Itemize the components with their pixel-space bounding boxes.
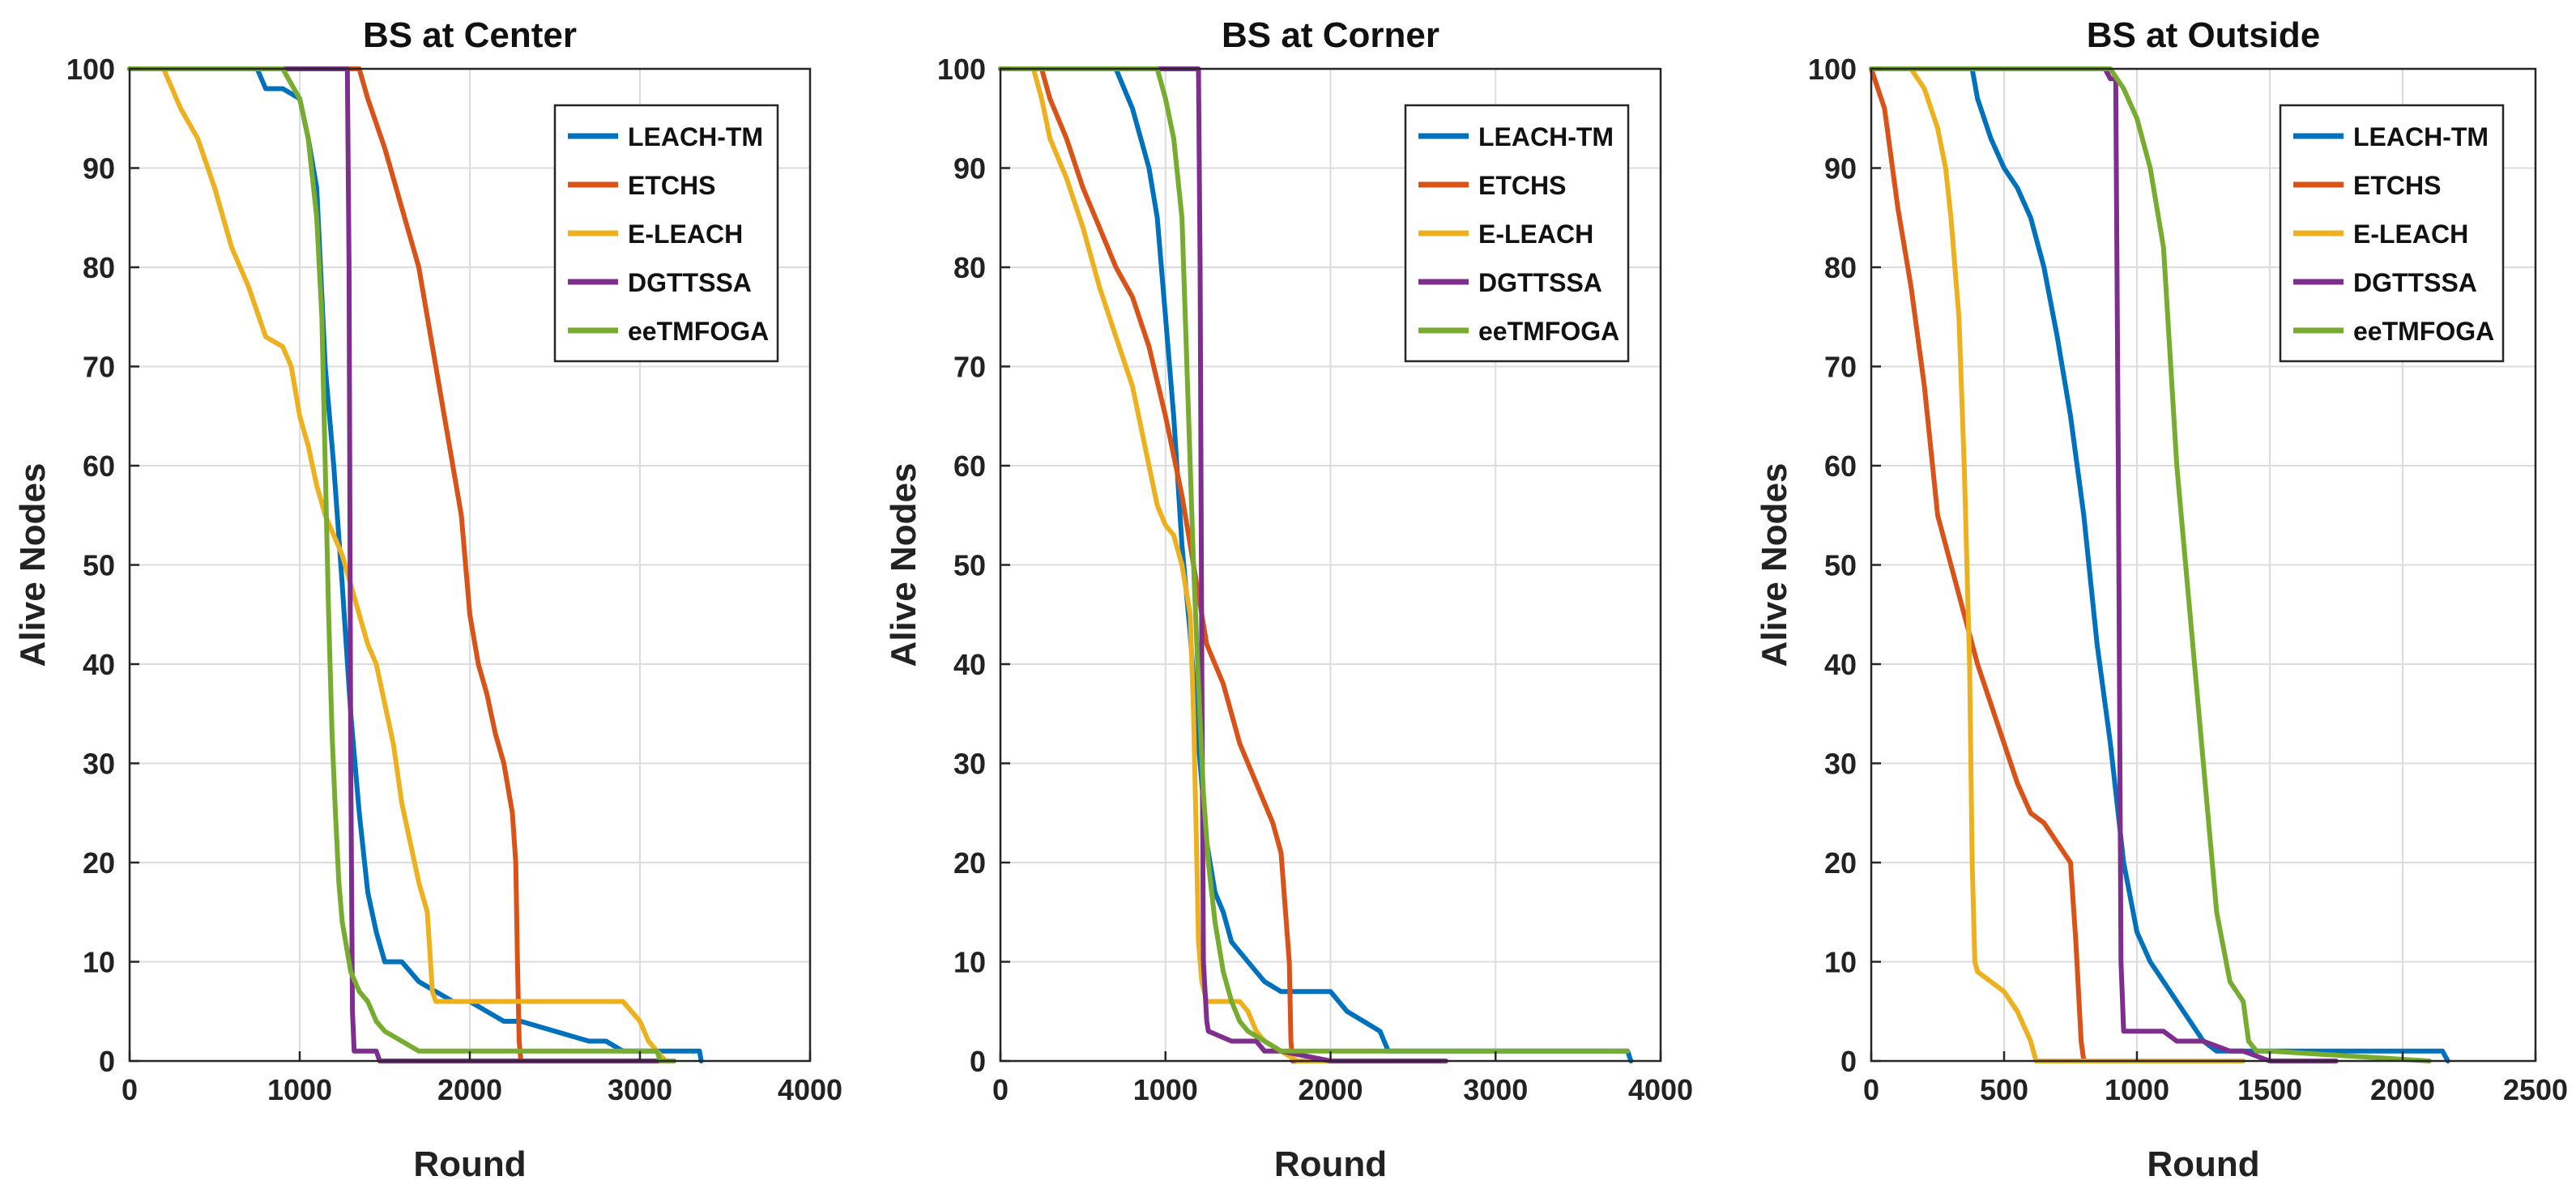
y-axis-label: Alive Nodes [884,463,923,667]
x-tick-label: 2000 [437,1073,502,1106]
y-tick-label: 80 [953,251,986,284]
y-tick-label: 40 [953,648,986,681]
x-tick-label: 3000 [608,1073,672,1106]
panel-bs-at-center: 0 1000 2000 3000 4000 0 10 20 30 40 50 60 70 80 90 100 B… [13,15,842,1184]
y-tick-label: 90 [1824,152,1857,185]
y-tick-label: 50 [953,549,986,582]
series-line-dgttssa [1869,66,2339,1063]
x-axis-label: Round [413,1144,526,1184]
legend: LEACH-TM ETCHS E-LEACH DGTTSSA eeTMFOGA [1404,104,1630,363]
y-tick-label: 50 [1824,549,1857,582]
y-axis-label: Alive Nodes [1755,463,1794,667]
y-tick-label: 90 [83,152,115,185]
legend-label: eeTMFOGA [2353,317,2494,346]
legend-label: E-LEACH [628,219,743,249]
y-tick-label: 20 [83,846,115,880]
y-tick-label: 20 [1824,846,1857,880]
x-axis-label: Round [2147,1144,2259,1184]
chart-title: BS at Outside [2087,15,2321,55]
x-tick-label: 0 [992,1073,1009,1106]
x-tick-label: 2000 [1298,1073,1363,1106]
x-tick-label: 2000 [2370,1073,2435,1106]
legend-label: DGTTSSA [628,268,752,297]
series-line-etchs [127,66,529,1063]
y-tick-label: 60 [953,450,986,483]
y-tick-label: 20 [953,846,986,880]
y-tick-label: 100 [1808,53,1857,86]
legend-label: LEACH-TM [628,122,763,151]
x-tick-label: 4000 [778,1073,842,1106]
series-line-eetmfoga [1869,66,2432,1063]
x-tick-label: 500 [1980,1073,2028,1106]
x-tick-label: 4000 [1628,1073,1693,1106]
panel-bs-at-corner: 0 1000 2000 3000 4000 0 10 20 30 40 50 60 70 80 90 100 B… [884,15,1693,1184]
legend-label: E-LEACH [2353,219,2468,249]
y-tick-label: 70 [83,351,115,384]
legend-label: eeTMFOGA [1478,317,1619,346]
y-tick-label: 0 [970,1045,986,1078]
y-tick-label: 100 [66,53,115,86]
series-line-eetmfoga [998,66,1631,1054]
chart-title: BS at Center [363,15,577,55]
y-tick-label: 80 [1824,251,1857,284]
x-axis-label: Round [1274,1144,1387,1184]
y-tick-label: 30 [953,748,986,781]
chart-title: BS at Corner [1222,15,1439,55]
legend-label: ETCHS [2353,171,2441,200]
x-tick-label: 2500 [2503,1073,2568,1106]
legend-label: LEACH-TM [2353,122,2489,151]
legend: LEACH-TM ETCHS E-LEACH DGTTSSA eeTMFOGA [553,104,779,363]
series-line-eetmfoga [127,66,676,1063]
y-tick-label: 90 [953,152,986,185]
y-tick-label: 60 [1824,450,1857,483]
series-line-e-leach [998,66,1333,1063]
x-tick-label: 1500 [2237,1073,2302,1106]
x-tick-label: 1000 [2105,1073,2169,1106]
y-tick-label: 40 [83,648,115,681]
x-tick-label: 3000 [1463,1073,1528,1106]
series-line-etchs [1869,66,2087,1063]
legend-label: LEACH-TM [1478,122,1614,151]
series-line-leach-tm [998,66,1634,1063]
series-line-dgttssa [998,66,1449,1063]
y-tick-label: 70 [1824,351,1857,384]
y-tick-label: 30 [1824,748,1857,781]
y-tick-label: 80 [83,251,115,284]
y-tick-label: 10 [83,946,115,979]
series-line-e-leach [1869,66,2246,1063]
legend-label: DGTTSSA [1478,268,1602,297]
legend-label: DGTTSSA [2353,268,2477,297]
x-tick-label: 0 [122,1073,138,1106]
y-tick-label: 0 [1840,1045,1857,1078]
y-axis-label: Alive Nodes [13,463,53,667]
panel-bs-at-outside: 0 500 1000 1500 2000 2500 0 10 20 30 40 50 60 70 80 90 1… [1755,15,2568,1184]
y-tick-label: 10 [953,946,986,979]
legend-label: ETCHS [1478,171,1566,200]
y-tick-label: 100 [937,53,986,86]
y-tick-label: 30 [83,748,115,781]
x-tick-label: 1000 [267,1073,332,1106]
y-tick-label: 0 [99,1045,115,1078]
y-tick-label: 50 [83,549,115,582]
series-line-etchs [998,66,1300,1063]
legend-label: eeTMFOGA [628,317,769,346]
legend: LEACH-TM ETCHS E-LEACH DGTTSSA eeTMFOGA [2279,104,2505,363]
x-tick-label: 0 [1863,1073,1879,1106]
y-tick-label: 60 [83,450,115,483]
series-line-e-leach [127,66,668,1063]
y-tick-label: 70 [953,351,986,384]
y-tick-label: 10 [1824,946,1857,979]
x-tick-label: 1000 [1133,1073,1198,1106]
y-tick-label: 40 [1824,648,1857,681]
legend-label: ETCHS [628,171,715,200]
legend-label: E-LEACH [1478,219,1593,249]
